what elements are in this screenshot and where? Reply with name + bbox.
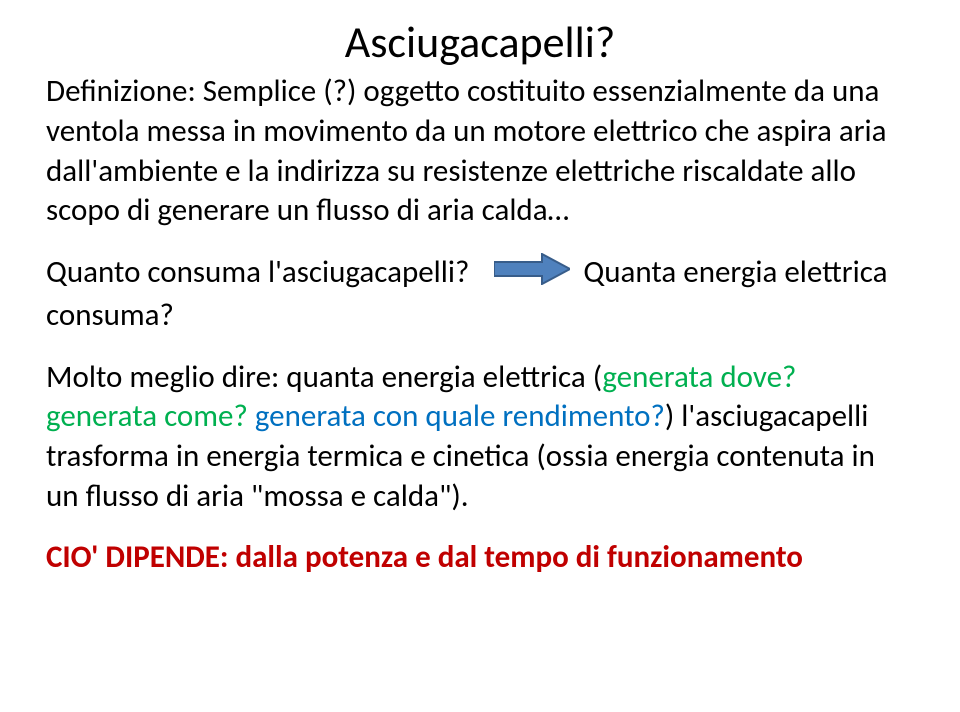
q2-how: generata come? — [46, 397, 248, 435]
question-consume: Quanto consuma l'asciugacapelli? — [46, 253, 469, 291]
definition-paragraph: Definizione: Semplice (?) oggetto costit… — [46, 72, 914, 231]
q2-close: ) — [665, 397, 681, 435]
q2-gap — [248, 397, 255, 435]
q2-where: generata dove? — [602, 358, 796, 396]
better-question-paragraph: Molto meglio dire: quanta energia elettr… — [46, 358, 914, 517]
arrow-icon — [494, 253, 570, 296]
arrow-shape — [494, 254, 570, 284]
slide-title: Asciugacapelli? — [46, 18, 914, 66]
question-row: Quanto consuma l'asciugacapelli? Quanta … — [46, 253, 914, 336]
q2-efficiency: generata con quale rendimento? — [255, 397, 665, 435]
footer-depends: CIO' DIPENDE: dalla potenza e dal tempo … — [46, 538, 914, 578]
q2-lead: Molto meglio dire: quanta energia elettr… — [46, 358, 602, 396]
slide: Asciugacapelli? Definizione: Semplice (?… — [0, 0, 960, 712]
